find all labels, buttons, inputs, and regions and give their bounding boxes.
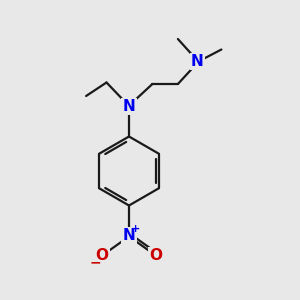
Text: −: − <box>90 256 101 269</box>
Text: O: O <box>149 248 163 263</box>
Text: +: + <box>131 224 140 234</box>
Text: O: O <box>95 248 109 263</box>
Text: N: N <box>123 228 135 243</box>
Text: N: N <box>123 99 135 114</box>
Text: N: N <box>191 54 204 69</box>
